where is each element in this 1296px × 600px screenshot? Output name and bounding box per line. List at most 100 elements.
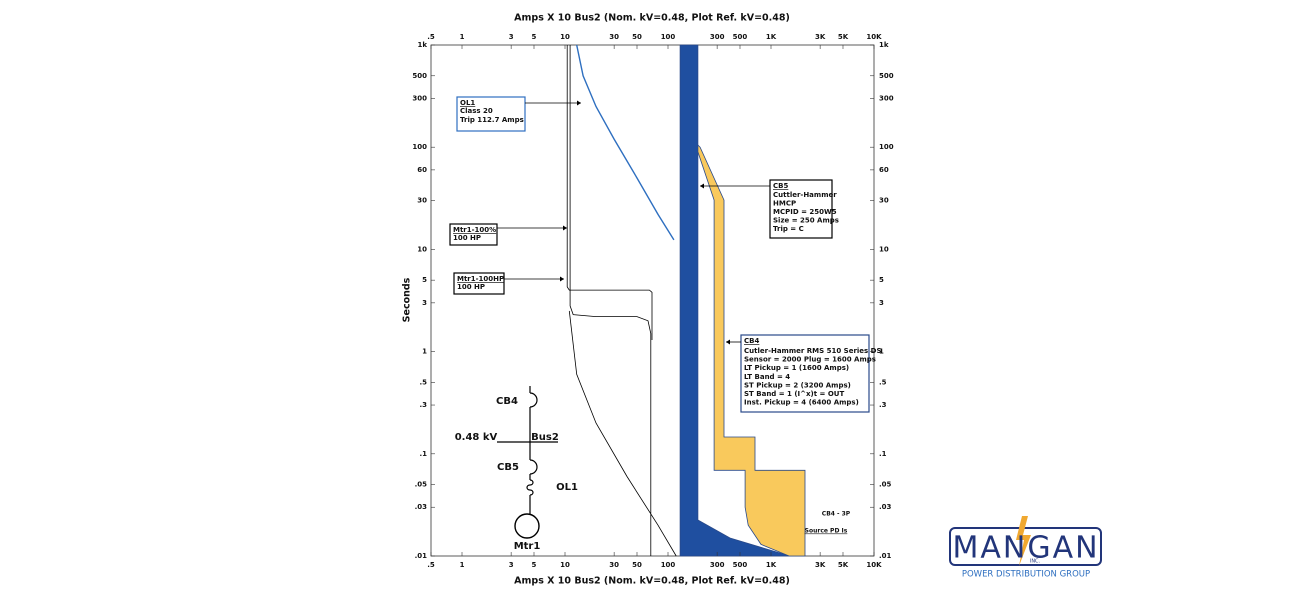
x-tick-label: 5K — [838, 33, 849, 41]
y-tick-label: .01 — [415, 552, 428, 560]
logo-name: MANGAN — [952, 531, 1099, 566]
callout-line: ST Pickup = 2 (3200 Amps) — [744, 381, 851, 389]
callout-box — [456, 96, 526, 132]
y-tick-label: .03 — [415, 503, 428, 511]
callout-title: CB5 — [773, 182, 788, 190]
x-tick-label: 3K — [815, 561, 826, 569]
breaker-symbol — [529, 442, 538, 480]
x-tick-label: 30 — [609, 561, 619, 569]
x-tick-label: 5K — [838, 561, 849, 569]
callout-arrowhead — [726, 339, 730, 345]
callout-line: Sensor = 2000 Plug = 1600 Amps — [744, 356, 876, 364]
x-tick-label: 500 — [733, 33, 748, 41]
callout-box — [449, 223, 498, 246]
callout-title: Mtr1-100HP — [457, 275, 504, 283]
breaker-symbol — [529, 386, 538, 408]
callout-arrowhead — [577, 100, 581, 106]
x-tick-label: 1K — [766, 561, 777, 569]
x-tick-label: .5 — [427, 33, 435, 41]
diagram-label: 0.48 kV — [455, 432, 498, 443]
x-tick-label: 3K — [815, 33, 826, 41]
plot-area — [566, 44, 806, 557]
x-tick-label: 50 — [632, 33, 642, 41]
y-tick-label: .3 — [879, 401, 887, 409]
logo-tagline: POWER DISTRIBUTION GROUP — [962, 570, 1090, 580]
y-tick-label: .5 — [419, 378, 427, 386]
annotation: CB4 - 3P — [822, 511, 851, 518]
diagram-label: CB5 — [497, 462, 519, 473]
callout-title: OL1 — [460, 99, 475, 107]
y-tick-label: 5 — [422, 276, 427, 284]
callout-line: HMCP — [773, 199, 796, 207]
y-tick-label: 10 — [879, 245, 889, 253]
callout-line: Trip 112.7 Amps — [460, 116, 524, 124]
curve-band — [679, 44, 791, 557]
callout-line: 100 HP — [457, 283, 485, 291]
y-tick-label: 100 — [879, 143, 894, 151]
x-tick-label: 100 — [661, 33, 676, 41]
x-tick-label: .5 — [427, 561, 435, 569]
callout-arrowhead — [560, 276, 564, 282]
callout-line: Cutler-Hammer RMS 510 Series DS — [744, 347, 882, 355]
x-tick-label: 50 — [632, 561, 642, 569]
callout-line: Size = 250 Amps — [773, 217, 839, 225]
callout-line: 100 HP — [453, 234, 481, 242]
callout-arrowhead — [563, 225, 567, 231]
annotation: Source PD Is — [805, 528, 848, 535]
motor-symbol — [514, 513, 540, 539]
x-tick-label: 5 — [532, 561, 537, 569]
x-tick-label: 500 — [733, 561, 748, 569]
x-tick-label: 10K — [866, 33, 882, 41]
y-tick-label: 1 — [879, 348, 884, 356]
y-tick-label: .01 — [879, 552, 892, 560]
x-tick-label: 3 — [509, 33, 514, 41]
y-tick-label: 300 — [412, 94, 427, 102]
y-tick-label: 5 — [879, 276, 884, 284]
callout-line: LT Band = 4 — [744, 373, 790, 381]
y-tick-label: .1 — [879, 450, 887, 458]
curve-line — [566, 45, 653, 340]
chart-title: Amps X 10 Bus2 (Nom. kV=0.48, Plot Ref. … — [514, 13, 790, 24]
y-tick-label: .05 — [415, 481, 428, 489]
diagram-label: OL1 — [556, 482, 578, 493]
callout-line: Trip = C — [773, 225, 804, 233]
x-tick-label: 1 — [460, 33, 465, 41]
x-tick-label: 3 — [509, 561, 514, 569]
callout-title: CB4 — [744, 337, 759, 345]
curve-band — [697, 144, 806, 557]
y-tick-label: 300 — [879, 94, 894, 102]
x-tick-label: 300 — [710, 33, 725, 41]
x-tick-label: 10K — [866, 561, 882, 569]
x-tick-label: 10 — [560, 561, 570, 569]
x-tick-label: 1 — [460, 561, 465, 569]
curve-line — [568, 45, 677, 557]
y-tick-label: .3 — [419, 401, 427, 409]
callout-title: Mtr1-100% — [453, 226, 496, 234]
y-axis-label: Seconds — [402, 277, 413, 322]
diagram-label: Bus2 — [531, 432, 559, 443]
y-tick-label: 60 — [879, 166, 889, 174]
y-tick-label: .05 — [879, 481, 892, 489]
x-tick-label: 100 — [661, 561, 676, 569]
y-tick-label: 10 — [417, 245, 427, 253]
callout-box — [453, 272, 505, 295]
logo: MANGAN INC. POWER DISTRIBUTION GROUP — [949, 516, 1102, 580]
x-tick-label: 10 — [560, 33, 570, 41]
callout-line: LT Pickup = 1 (1600 Amps) — [744, 364, 849, 372]
overload-symbol — [526, 479, 534, 514]
y-tick-label: .1 — [419, 450, 427, 458]
callout-line: Class 20 — [460, 107, 493, 115]
y-tick-label: 1k — [417, 41, 427, 49]
diagram-label: CB4 — [496, 396, 518, 407]
curve-line — [576, 44, 675, 241]
y-tick-label: 30 — [879, 197, 889, 205]
y-tick-label: 1 — [422, 348, 427, 356]
logo-suffix: INC. — [1030, 559, 1041, 565]
y-tick-label: 500 — [412, 72, 427, 80]
x-tick-label: 300 — [710, 561, 725, 569]
x-tick-label: 5 — [532, 33, 537, 41]
y-tick-label: 500 — [879, 72, 894, 80]
x-tick-label: 30 — [609, 33, 619, 41]
y-tick-label: 30 — [417, 197, 427, 205]
